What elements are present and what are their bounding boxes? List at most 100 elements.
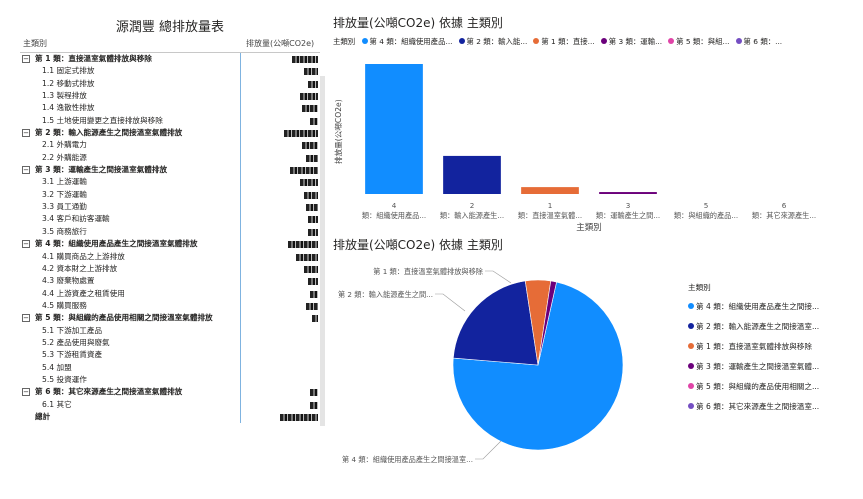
bar-1[interactable] xyxy=(521,187,579,194)
pie-legend-item[interactable]: 第 2 類：輸入能源產生之間接溫室... xyxy=(688,321,819,332)
bar-x-tick-label: 3 xyxy=(626,201,631,210)
collapse-toggle-icon[interactable]: − xyxy=(22,55,30,63)
row-label: 3.2 下游運輸 xyxy=(42,189,87,199)
redacted-value xyxy=(292,56,318,63)
legend-dot-icon xyxy=(688,343,694,349)
pie-legend-item[interactable]: 第 4 類：組織使用產品產生之間接... xyxy=(688,301,819,312)
legend-dot-icon xyxy=(735,38,742,44)
bar-chart-visual[interactable]: 排放量(公噸CO2e) 依據 主類別 主類別 第 4 類：組織使用產品... 第 … xyxy=(333,14,853,234)
row-label: 5.4 加盟 xyxy=(42,362,72,372)
collapse-toggle-icon[interactable]: − xyxy=(22,240,30,249)
pie-legend-item[interactable]: 第 1 類：直接溫室氣體排放與移除 xyxy=(688,341,819,352)
row-label: 2.1 外購電力 xyxy=(42,140,87,150)
legend-dot-icon xyxy=(600,38,607,44)
table-group-row[interactable]: − 第 2 類：輸入能源產生之間接溫室氣體排放 xyxy=(20,127,320,139)
bar-x-axis-label: 主類別 xyxy=(576,222,602,233)
bar-legend-item[interactable]: 第 5 類：與組... xyxy=(668,37,730,46)
table-row: 5.2 產品使用與廢氣 xyxy=(20,337,320,349)
bar-legend-item[interactable]: 第 3 類：運輸... xyxy=(600,37,662,46)
bar-4[interactable] xyxy=(365,64,423,194)
redacted-value xyxy=(306,154,318,162)
row-label: 5.3 下游租賃資產 xyxy=(42,350,103,360)
row-label: 第 3 類：運輸產生之間接溫室氣體排放 xyxy=(35,165,168,175)
table-group-row[interactable]: − 第 6 類：其它來源產生之間接溫室氣體排放 xyxy=(20,386,320,398)
row-label: 4.3 廢棄物處置 xyxy=(42,276,95,286)
row-label: 5.5 投資運作 xyxy=(42,374,87,384)
redacted-value xyxy=(280,413,318,421)
bar-legend-title: 主類別 xyxy=(333,37,356,46)
emissions-table-visual[interactable]: 源潤豐 總排放量表 主類別 排放量(公噸CO2e) − 第 1 類：直接溫室氣體排… xyxy=(20,16,325,426)
redacted-value xyxy=(308,278,318,286)
pie-slice-1[interactable] xyxy=(452,281,624,451)
bar-legend-item[interactable]: 第 4 類：組織使用產品... xyxy=(361,37,453,46)
bar-legend-item[interactable]: 第 1 類：直接... xyxy=(533,37,595,46)
table-row: 1.3 製程排放 xyxy=(20,90,320,102)
table-row: 3.1 上游運輸 xyxy=(20,176,320,188)
pie-chart-title: 排放量(公噸CO2e) 依據 主類別 xyxy=(333,238,503,252)
table-row: 4.3 廢棄物處置 xyxy=(20,275,320,287)
pie-legend-item[interactable]: 第 3 類：運輸產生之間接溫室氣體... xyxy=(688,361,819,372)
pie-slice-2[interactable] xyxy=(452,280,539,366)
legend-label: 第 4 類：組織使用產品... xyxy=(369,37,453,46)
table-title: 源潤豐 總排放量表 xyxy=(115,20,225,35)
redacted-value xyxy=(310,117,318,125)
bar-3[interactable] xyxy=(599,192,657,194)
table-group-row[interactable]: − 第 5 類：與組織的產品使用相關之間接溫室氣體排放 xyxy=(20,312,320,324)
redacted-value xyxy=(304,265,318,273)
table-scrollbar[interactable] xyxy=(320,76,325,426)
legend-dot-icon xyxy=(533,38,540,44)
table-row: 3.4 客戶和訪客運輸 xyxy=(20,213,320,225)
pie-slice-4[interactable] xyxy=(537,280,557,366)
bar-x-tick-label: 6 xyxy=(782,201,787,210)
redacted-value xyxy=(290,167,318,175)
collapse-toggle-icon[interactable]: − xyxy=(22,388,30,397)
table-group-row[interactable]: − 第 4 類：組織使用產品產生之間接溫室氣體排放 xyxy=(20,238,320,250)
collapse-toggle-icon[interactable]: − xyxy=(22,166,30,175)
redacted-value xyxy=(310,401,318,409)
pie-chart-visual[interactable]: 排放量(公噸CO2e) 依據 主類別 第 1 類：直接溫室氣體排放與移除第 2 … xyxy=(333,236,853,486)
table-row: 1.4 逸散性排放 xyxy=(20,102,320,114)
collapse-toggle-icon[interactable]: − xyxy=(22,314,30,323)
collapse-toggle-icon[interactable]: − xyxy=(22,129,30,138)
bar-legend-item[interactable]: 第 6 類：... xyxy=(735,37,782,46)
legend-dot-icon xyxy=(458,38,465,44)
redacted-value xyxy=(304,191,318,199)
bar-x-tick-sublabel: 類：運輸產生之間... xyxy=(596,211,660,220)
table-total-row: 總計 xyxy=(20,411,320,423)
redacted-value xyxy=(300,179,318,187)
row-label: 1.1 固定式排放 xyxy=(42,66,95,76)
row-label: 1.5 土地使用變更之直接排放與移除 xyxy=(42,115,163,125)
row-label: 3.1 上游運輸 xyxy=(42,177,87,187)
row-label: 1.3 製程排放 xyxy=(42,91,87,101)
row-label: 第 5 類：與組織的產品使用相關之間接溫室氣體排放 xyxy=(35,313,213,323)
table-group-row[interactable]: − 第 3 類：運輸產生之間接溫室氣體排放 xyxy=(20,164,320,176)
table-row: 4.1 購買商品之上游排放 xyxy=(20,251,320,263)
bar-legend-item[interactable]: 第 2 類：輸入能... xyxy=(458,37,527,46)
pie-legend-title: 主類別 xyxy=(688,283,711,292)
table-row: 1.5 土地使用變更之直接排放與移除 xyxy=(20,115,320,127)
pie-legend-item[interactable]: 第 5 類：與組織的產品使用相關之... xyxy=(688,381,819,392)
legend-label: 第 3 類：運輸產生之間接溫室氣體... xyxy=(696,362,820,371)
table-row: 6.1 其它 xyxy=(20,399,320,411)
row-label: 1.4 逸散性排放 xyxy=(42,103,95,113)
table-row: 4.5 購買服務 xyxy=(20,300,320,312)
redacted-value xyxy=(308,228,318,236)
bar-2[interactable] xyxy=(443,155,501,194)
bar-chart-title: 排放量(公噸CO2e) 依據 主類別 xyxy=(333,16,503,30)
pie-callout-label: 第 2 類：輸入能源產生之間... xyxy=(338,290,433,299)
legend-label: 第 1 類：直接溫室氣體排放與移除 xyxy=(696,342,812,351)
table-body: − 第 1 類：直接溫室氣體排放與移除 1.1 固定式排放 1.2 移動式排放 1.3 … xyxy=(20,53,320,423)
column-header-emission[interactable]: 排放量(公噸CO2e) xyxy=(246,39,315,48)
table-row: 5.5 投資運作 xyxy=(20,374,320,386)
table-group-row[interactable]: − 第 1 類：直接溫室氣體排放與移除 xyxy=(20,53,320,65)
pie-legend-item[interactable]: 第 6 類：其它來源產生之間接溫室... xyxy=(688,401,819,412)
column-header-category[interactable]: 主類別 xyxy=(23,39,47,48)
pie-callout-label: 第 4 類：組織使用產品產生之間接溫室... xyxy=(342,455,473,464)
bar-x-tick-sublabel: 類：其它來源產生... xyxy=(752,211,816,220)
row-label: 3.5 商務旅行 xyxy=(42,226,87,236)
bar-x-tick-label: 4 xyxy=(392,201,397,210)
redacted-value xyxy=(302,105,318,113)
redacted-value xyxy=(302,142,318,150)
legend-label: 第 1 類：直接... xyxy=(541,37,595,46)
legend-dot-icon xyxy=(688,303,694,309)
